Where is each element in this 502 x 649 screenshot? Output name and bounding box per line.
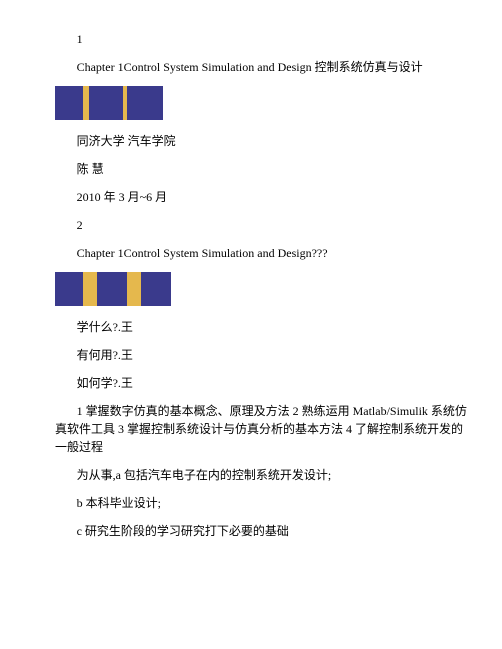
block-blue	[141, 272, 171, 306]
block-blue	[89, 86, 123, 120]
color-block-strip-2	[55, 272, 467, 306]
purpose-c: c 研究生阶段的学习研究打下必要的基础	[55, 522, 467, 540]
section-number: 1	[55, 30, 467, 48]
author-line: 陈 慧	[55, 160, 467, 178]
question-use-what: 有何用?.王	[55, 346, 467, 364]
section-number: 2	[55, 216, 467, 234]
color-block-strip-1	[55, 86, 467, 120]
block-blue	[127, 86, 163, 120]
chapter-heading-1: Chapter 1Control System Simulation and D…	[55, 58, 467, 76]
block-yellow	[127, 272, 141, 306]
chapter-heading-2: Chapter 1Control System Simulation and D…	[55, 244, 467, 262]
block-blue	[55, 86, 83, 120]
question-learn-what: 学什么?.王	[55, 318, 467, 336]
block-blue	[55, 272, 83, 306]
question-how-learn: 如何学?.王	[55, 374, 467, 392]
university-line: 同济大学 汽车学院	[55, 132, 467, 150]
purpose-a: 为从事,a 包括汽车电子在内的控制系统开发设计;	[55, 466, 467, 484]
objectives-paragraph: 1 掌握数字仿真的基本概念、原理及方法 2 熟练运用 Matlab/Simuli…	[55, 402, 467, 456]
block-yellow	[83, 272, 97, 306]
block-blue	[97, 272, 127, 306]
document-page: 1 Chapter 1Control System Simulation and…	[0, 0, 502, 580]
date-line: 2010 年 3 月~6 月	[55, 188, 467, 206]
purpose-b: b 本科毕业设计;	[55, 494, 467, 512]
